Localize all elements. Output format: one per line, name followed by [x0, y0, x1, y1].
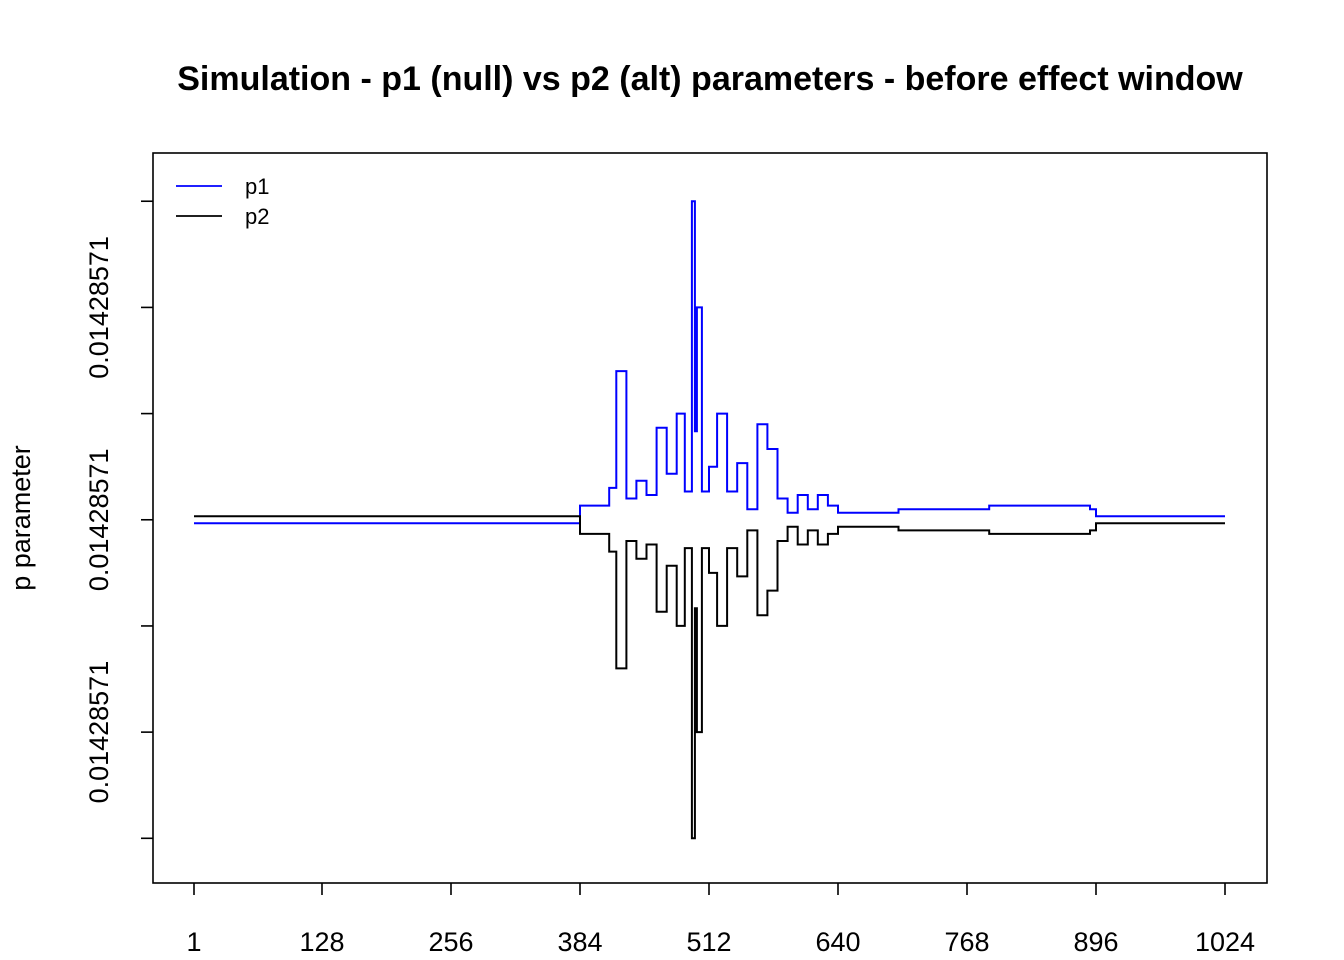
legend-label-p1: p1: [245, 174, 269, 199]
y-tick-label: 0.01428571: [84, 448, 114, 591]
x-tick-label: 640: [815, 927, 860, 957]
x-tick-label: 384: [557, 927, 602, 957]
x-tick-label: 1: [186, 927, 201, 957]
x-axis: 1 128 256 384 512 640 768 896 1024: [186, 883, 1255, 957]
x-tick-label: 256: [428, 927, 473, 957]
x-tick-label: 1024: [1195, 927, 1255, 957]
series-layer: [194, 200, 1225, 840]
series-line-p1: [194, 200, 1225, 525]
y-tick-label: 0.01428571: [84, 236, 114, 379]
x-tick-label: 128: [299, 927, 344, 957]
y-axis-label: p parameter: [6, 445, 36, 591]
plot-area: [152, 152, 1268, 884]
series-line-p2: [194, 515, 1225, 840]
y-tick-label: 0.01428571: [84, 661, 114, 804]
x-tick-label: 512: [686, 927, 731, 957]
chart-title: Simulation - p1 (null) vs p2 (alt) param…: [177, 60, 1243, 98]
x-tick-label: 768: [944, 927, 989, 957]
x-tick-label: 896: [1073, 927, 1118, 957]
y-axis: 0.01428571 0.01428571 0.01428571: [84, 200, 153, 840]
legend-label-p2: p2: [245, 204, 269, 229]
